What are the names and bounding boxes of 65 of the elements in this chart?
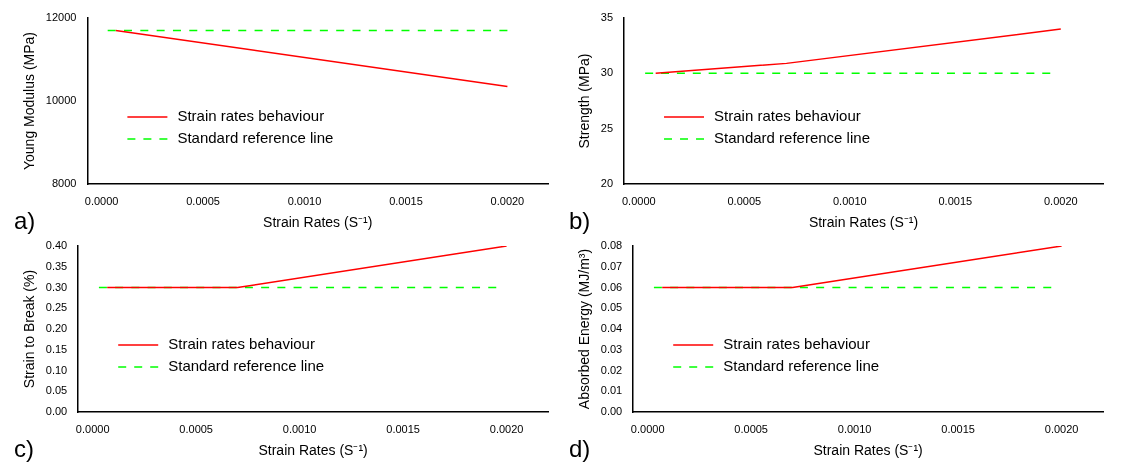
x-tick-label: 0.0000	[621, 194, 656, 207]
x-tick-label: 0.0000	[630, 422, 665, 435]
x-axis-title: Strain Rates (S⁻¹)	[263, 214, 373, 231]
legend-label: Standard reference line	[714, 129, 870, 147]
text: b)	[569, 206, 591, 234]
x-tick-label: 0.0005	[734, 422, 768, 435]
y-tick-label: 0.25	[45, 301, 68, 314]
y-tick-label: 12000	[45, 11, 77, 24]
x-tick-label: 0.0005	[727, 194, 762, 207]
text: a)	[14, 206, 36, 234]
legend-label: Strain rates behaviour	[177, 107, 325, 125]
y-tick-label: 0.00	[600, 405, 623, 418]
y-tick-label: 0.35	[45, 259, 68, 272]
y-tick-label: 0.08	[600, 239, 623, 252]
y-tick-label: 25	[600, 121, 614, 134]
legend-label: Standard reference line	[723, 357, 880, 375]
y-tick-label: 35	[600, 11, 614, 24]
y-tick-label: 0.03	[600, 342, 623, 355]
x-tick-label: 0.0000	[75, 422, 110, 435]
x-tick-label: 0.0005	[179, 422, 213, 435]
x-tick-label: 0.0015	[941, 422, 975, 435]
legend-label: Strain rates behaviour	[168, 335, 315, 353]
y-tick-label: 0.05	[600, 301, 623, 314]
y-tick-label: 10000	[45, 94, 77, 107]
y-tick-label: 20	[600, 177, 614, 190]
y-axis-title: Young Modulus (MPa)	[21, 31, 38, 171]
y-tick-label: 0.30	[45, 280, 68, 293]
x-tick-label: 0.0015	[938, 194, 973, 207]
y-tick-label: 0.20	[45, 322, 68, 335]
x-axis-title: Strain Rates (S⁻¹)	[258, 442, 368, 459]
x-tick-label: 0.0005	[186, 194, 220, 207]
legend-label: Strain rates behaviour	[714, 107, 861, 125]
x-tick-label: 0.0010	[837, 422, 872, 435]
y-tick-label: 0.15	[45, 342, 68, 355]
y-tick-label: 0.02	[600, 363, 623, 376]
x-tick-label: 0.0020	[1044, 422, 1079, 435]
legend-label: Standard reference line	[177, 129, 334, 147]
text: c)	[14, 434, 34, 462]
x-tick-label: 0.0015	[386, 422, 420, 435]
y-tick-label: 0.05	[45, 384, 68, 397]
y-tick-label: 0.10	[45, 363, 68, 376]
y-tick-label: 8000	[51, 177, 77, 190]
y-axis-title: Strength (MPa)	[576, 53, 593, 149]
x-axis-title: Strain Rates (S⁻¹)	[813, 442, 923, 459]
x-tick-label: 0.0010	[287, 194, 322, 207]
y-tick-label: 0.07	[600, 259, 623, 272]
y-axis-title: Absorbed Energy (MJ/m³)	[576, 248, 593, 410]
y-axis-title: Strain to Break (%)	[21, 269, 38, 389]
y-tick-label: 0.06	[600, 280, 623, 293]
y-tick-label: 0.40	[45, 239, 68, 252]
x-tick-label: 0.0010	[832, 194, 867, 207]
text: d)	[569, 434, 591, 462]
x-tick-label: 0.0010	[282, 422, 317, 435]
y-tick-label: 0.00	[45, 405, 68, 418]
y-tick-label: 30	[600, 66, 614, 79]
x-axis-title: Strain Rates (S⁻¹)	[808, 214, 919, 231]
x-tick-label: 0.0020	[1043, 194, 1078, 207]
x-tick-label: 0.0020	[489, 422, 524, 435]
y-tick-label: 0.04	[600, 322, 623, 335]
legend-label: Standard reference line	[168, 357, 325, 375]
legend-label: Strain rates behaviour	[723, 335, 870, 353]
y-tick-label: 0.01	[600, 384, 623, 397]
x-tick-label: 0.0015	[389, 194, 423, 207]
x-tick-label: 0.0020	[490, 194, 525, 207]
x-tick-label: 0.0000	[84, 194, 119, 207]
